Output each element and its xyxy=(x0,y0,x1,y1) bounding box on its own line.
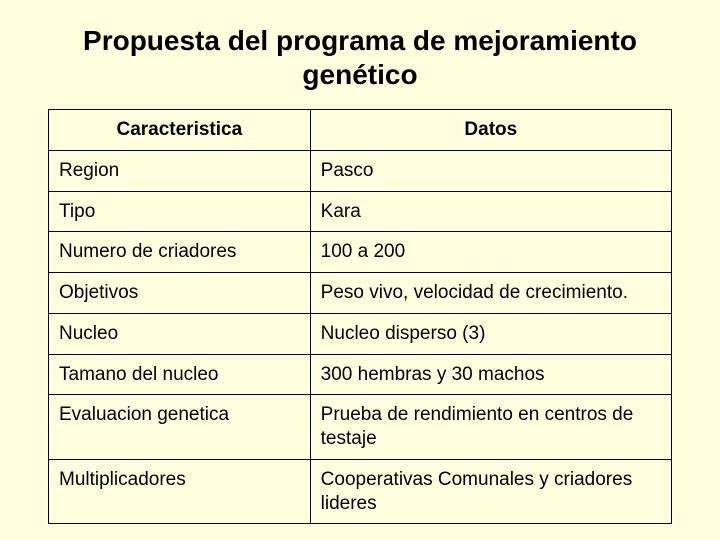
cell-value: Peso vivo, velocidad de crecimiento. xyxy=(310,273,671,314)
cell-label: Tamano del nucleo xyxy=(49,354,311,395)
table-row: Evaluacion genetica Prueba de rendimient… xyxy=(49,395,672,460)
col-header-caracteristica: Caracteristica xyxy=(49,110,311,151)
cell-label: Multiplicadores xyxy=(49,459,311,524)
cell-label: Region xyxy=(49,150,311,191)
table-row: Region Pasco xyxy=(49,150,672,191)
table-row: Tipo Kara xyxy=(49,191,672,232)
cell-value: Pasco xyxy=(310,150,671,191)
table-header-row: Caracteristica Datos xyxy=(49,110,672,151)
cell-value: Nucleo disperso (3) xyxy=(310,313,671,354)
table-row: Objetivos Peso vivo, velocidad de crecim… xyxy=(49,273,672,314)
cell-label: Numero de criadores xyxy=(49,232,311,273)
program-table: Caracteristica Datos Region Pasco Tipo K… xyxy=(48,109,672,524)
table-row: Tamano del nucleo 300 hembras y 30 macho… xyxy=(49,354,672,395)
cell-value: Prueba de rendimiento en centros de test… xyxy=(310,395,671,460)
cell-value: Cooperativas Comunales y criadores lider… xyxy=(310,459,671,524)
col-header-datos: Datos xyxy=(310,110,671,151)
table-row: Nucleo Nucleo disperso (3) xyxy=(49,313,672,354)
slide: Propuesta del programa de mejoramiento g… xyxy=(0,0,720,540)
page-title: Propuesta del programa de mejoramiento g… xyxy=(48,24,672,91)
cell-label: Nucleo xyxy=(49,313,311,354)
cell-value: Kara xyxy=(310,191,671,232)
cell-label: Objetivos xyxy=(49,273,311,314)
cell-label: Evaluacion genetica xyxy=(49,395,311,460)
cell-label: Tipo xyxy=(49,191,311,232)
cell-value: 300 hembras y 30 machos xyxy=(310,354,671,395)
table-row: Multiplicadores Cooperativas Comunales y… xyxy=(49,459,672,524)
cell-value: 100 a 200 xyxy=(310,232,671,273)
table-row: Numero de criadores 100 a 200 xyxy=(49,232,672,273)
